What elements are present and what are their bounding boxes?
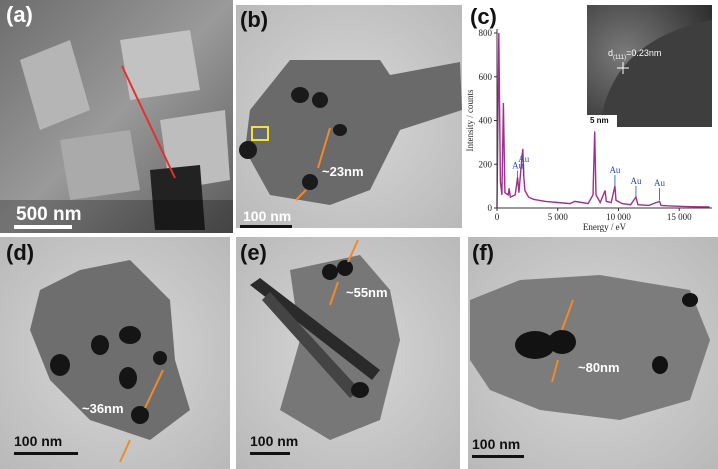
flake [20, 40, 90, 130]
nanoparticles [515, 293, 698, 374]
annotation: Au [654, 178, 665, 188]
arrow [317, 127, 331, 169]
arrow [329, 281, 339, 306]
arrow [121, 65, 176, 179]
panel-f: ~80nm 100 nm (f) [468, 237, 718, 469]
size-label: ~36nm [82, 401, 124, 416]
inset-scale-label: 5 nm [590, 116, 609, 125]
arrow [347, 239, 359, 263]
particle [470, 275, 710, 420]
scale-label: 100 nm [250, 433, 298, 449]
size-label: ~23nm [322, 164, 364, 179]
annotation: Au [630, 176, 641, 186]
annotation: Au [609, 165, 620, 175]
scale-label: 100 nm [472, 436, 520, 452]
x-tick-label: 10 000 [606, 212, 631, 222]
nanoparticles [50, 326, 167, 424]
arrow [119, 439, 131, 463]
nanoparticles [322, 260, 369, 398]
scale-label: 100 nm [14, 433, 62, 449]
inset-label: d(111)=0.23nm [608, 48, 661, 61]
panel-label: (a) [6, 2, 33, 27]
inset-scale-bg [587, 115, 617, 127]
arrow [144, 369, 164, 409]
shadow [150, 165, 205, 230]
flake [60, 130, 140, 200]
y-tick-label: 0 [488, 203, 493, 213]
scale-bar [472, 455, 524, 458]
flake [120, 30, 200, 100]
panel-d: ~36nm 100 nm (d) [0, 237, 230, 469]
arrow [295, 189, 307, 201]
annotation: Au [512, 161, 523, 171]
x-axis-label: Energy / eV [583, 222, 627, 232]
inset-label-part: d [608, 48, 613, 58]
spectrum [496, 32, 710, 209]
y-tick-label: 800 [479, 28, 493, 38]
inset-edge [600, 20, 712, 127]
size-label: ~55nm [346, 285, 388, 300]
y-axis-label: Intensity / counts [465, 89, 475, 151]
panel-label: (f) [472, 240, 494, 265]
y-tick-label: 400 [479, 116, 493, 126]
rod [250, 278, 380, 380]
inset-label-part: =0.23nm [626, 48, 661, 58]
x-tick-label: 5 000 [548, 212, 569, 222]
panel-a: 500 nm (a) [0, 0, 233, 233]
annotation: Au [518, 154, 529, 164]
rod [262, 292, 360, 398]
x-tick-label: 15 000 [667, 212, 692, 222]
panel-label: (b) [240, 7, 268, 32]
panel-label: (d) [6, 240, 34, 265]
arrow [561, 299, 574, 331]
panel-b: ~23nm 100 nm (b) [236, 5, 462, 228]
scale-bar [250, 452, 290, 455]
panel-label: (c) [470, 4, 497, 29]
particle [30, 260, 190, 440]
scale-bar [14, 452, 78, 455]
arrow [551, 359, 559, 383]
y-tick-label: 200 [479, 159, 493, 169]
scale-bar [14, 225, 72, 229]
panel-c: (c) 0 200 400 600 800 0 5 000 10 000 15 000 Energ… [464, 0, 718, 232]
size-label: ~80nm [578, 360, 620, 375]
x-tick-label: 0 [495, 212, 500, 222]
scale-bar [240, 225, 292, 228]
nanoparticles [239, 87, 347, 190]
scale-label: 100 nm [243, 208, 291, 224]
panel-label: (e) [240, 240, 267, 265]
box [251, 126, 269, 141]
panel-e: ~55nm 100 nm (e) [236, 237, 460, 469]
y-tick-label: 600 [479, 72, 493, 82]
inset-label-part: (111) [613, 55, 626, 61]
scale-label: 500 nm [16, 204, 81, 225]
